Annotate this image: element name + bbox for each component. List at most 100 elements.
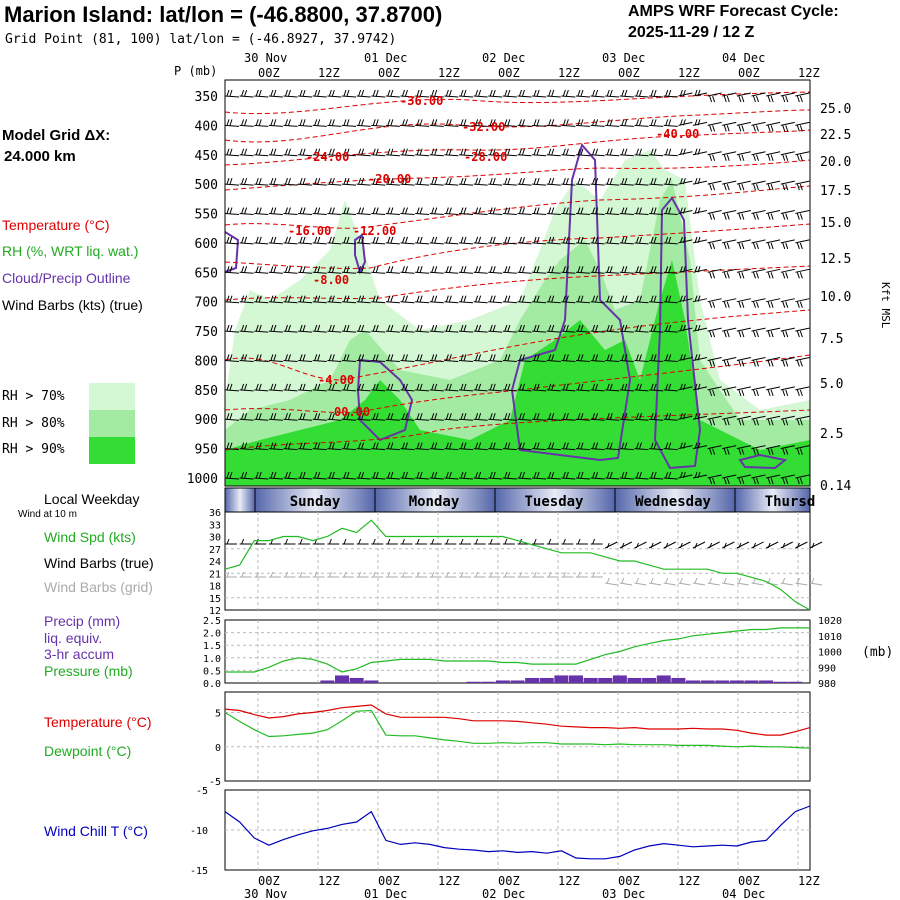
precip-bar <box>671 677 686 683</box>
section-wind-barb <box>473 207 488 216</box>
section-wind-barb <box>429 324 444 333</box>
section-wind-barb <box>400 471 415 480</box>
section-wind-barb <box>751 92 766 103</box>
section-wind-barb <box>561 177 576 186</box>
section-wind-barb <box>751 298 766 308</box>
pressure-tick-right: 1020 <box>818 616 842 627</box>
section-wind-barb <box>575 236 591 245</box>
section-wind-barb <box>444 442 459 451</box>
bottom-hour-label: 00Z <box>498 874 520 888</box>
true-wind-barb <box>751 541 764 549</box>
height-tick: 20.0 <box>820 155 851 170</box>
true-wind-barb <box>532 538 545 545</box>
section-wind-barb <box>312 236 327 245</box>
section-wind-barb <box>298 471 313 480</box>
section-wind-barb <box>327 383 342 392</box>
section-wind-barb <box>649 383 664 392</box>
section-wind-barb <box>561 295 576 304</box>
section-wind-barb <box>663 148 678 157</box>
section-wind-barb <box>327 119 342 127</box>
section-wind-barb <box>532 295 547 304</box>
section-wind-barb <box>663 266 678 274</box>
true-wind-barb <box>473 538 486 545</box>
section-wind-barb <box>458 471 474 480</box>
section-wind-barb <box>502 177 517 186</box>
true-wind-barb <box>590 538 603 545</box>
section-wind-barb <box>678 148 693 156</box>
section-wind-barb <box>780 298 795 308</box>
true-wind-barb <box>780 541 793 549</box>
section-wind-barb <box>809 359 810 361</box>
precip-panel-frame <box>224 619 811 684</box>
section-wind-barb <box>590 413 605 421</box>
section-wind-barb <box>561 471 576 480</box>
section-wind-barb <box>649 354 664 362</box>
legend-cloud-outline: Cloud/Precip Outline <box>2 270 131 286</box>
pressure-tick-right: 1000 <box>818 648 842 659</box>
true-wind-barb <box>385 538 398 545</box>
true-wind-barb <box>648 541 662 549</box>
grid-wind-barb <box>619 577 632 586</box>
true-wind-barb <box>707 541 720 549</box>
section-wind-barb <box>605 413 620 421</box>
pressure-tick: 700 <box>195 296 218 311</box>
grid-wind-barb <box>590 571 603 578</box>
section-wind-barb <box>268 266 283 274</box>
section-wind-barb <box>707 386 722 397</box>
section-wind-barb <box>590 236 605 245</box>
section-wind-barb <box>795 268 810 279</box>
pressure-tick: 1000 <box>187 472 218 487</box>
precip-bar <box>656 675 671 683</box>
chill-panel-frame <box>224 789 811 871</box>
section-wind-barb <box>809 95 810 96</box>
section-wind-barb <box>488 442 503 451</box>
section-wind-barb <box>561 442 576 451</box>
section-wind-barb <box>225 354 240 362</box>
grid-wind-barb <box>225 571 237 578</box>
section-wind-barb <box>283 89 298 98</box>
legend-wind-speed: Wind Spd (kts) <box>44 529 136 545</box>
grid-wind-barb <box>473 571 486 578</box>
section-wind-barb <box>444 295 459 304</box>
section-wind-barb <box>225 413 240 421</box>
section-wind-barb <box>400 148 415 157</box>
bottom-hour-label: 00Z <box>738 874 760 888</box>
section-wind-barb <box>415 442 430 451</box>
section-wind-barb <box>385 413 400 421</box>
section-wind-barb <box>736 356 751 367</box>
legend-rh70-label: RH > 70% <box>2 389 65 404</box>
grid-wind-barb <box>400 571 413 578</box>
section-wind-barb <box>415 295 430 304</box>
section-wind-barb <box>692 119 708 126</box>
section-wind-barb <box>634 471 649 480</box>
section-wind-barb <box>795 298 810 308</box>
grid-wind-barb <box>502 571 515 578</box>
precip-tick: 1.0 <box>203 654 221 665</box>
section-wind-barb <box>766 298 781 308</box>
true-wind-barb <box>429 538 442 545</box>
contour-label-5: -24.00 <box>306 150 349 164</box>
section-wind-barb <box>385 119 400 127</box>
section-wind-barb <box>546 148 561 157</box>
section-wind-barb <box>312 324 327 333</box>
section-wind-barb <box>780 327 795 338</box>
section-wind-barb <box>546 295 561 304</box>
section-wind-barb <box>517 354 532 362</box>
section-wind-barb <box>780 415 795 426</box>
section-wind-barb <box>356 89 371 98</box>
grid-wind-barb <box>678 577 691 586</box>
section-wind-barb <box>239 471 254 480</box>
section-wind-barb <box>649 148 664 157</box>
section-wind-barb <box>488 266 503 274</box>
section-wind-barb <box>473 413 488 421</box>
forecast-cycle-value: 2025-11-29 / 12 Z <box>628 24 755 41</box>
legend-wind-chill: Wind Chill T (°C) <box>44 823 148 839</box>
true-wind-barb <box>576 538 588 545</box>
bottom-date-2: 01 Dec <box>364 887 407 900</box>
precip-bar <box>554 675 569 683</box>
true-wind-barb <box>342 538 354 545</box>
section-wind-barb <box>795 180 810 191</box>
section-wind-barb <box>341 324 357 333</box>
section-wind-barb <box>678 236 693 244</box>
section-wind-barb <box>751 151 766 161</box>
